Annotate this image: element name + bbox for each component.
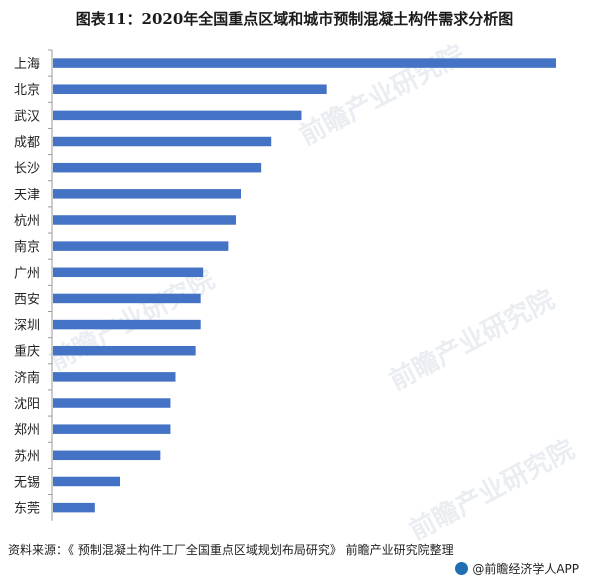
- bar: [53, 502, 95, 513]
- category-label: 成都: [14, 136, 40, 151]
- category-label: 无锡: [14, 475, 40, 490]
- bar: [53, 241, 229, 251]
- bar: [53, 58, 556, 68]
- bar: [53, 319, 201, 330]
- category-label: 沈阳: [14, 397, 40, 412]
- bar: [53, 136, 272, 147]
- brand-logo-icon: [455, 562, 469, 575]
- category-label: 深圳: [14, 319, 40, 334]
- bar-chart: 上海北京武汉成都长沙天津杭州南京广州西安深圳重庆济南沈阳郑州苏州无锡东莞: [0, 44, 589, 534]
- category-label: 南京: [14, 239, 40, 255]
- brand-text: @前瞻经济学人APP: [472, 562, 579, 576]
- category-label: 广州: [14, 266, 40, 281]
- bar: [53, 424, 171, 434]
- category-label: 东莞: [14, 502, 40, 517]
- brand-credit: @前瞻经济学人APP: [455, 560, 579, 577]
- category-label: 上海: [14, 57, 40, 72]
- bar: [53, 110, 302, 121]
- bar: [53, 450, 161, 461]
- bar: [53, 215, 236, 225]
- category-label: 北京: [14, 83, 40, 98]
- category-label: 郑州: [14, 423, 40, 438]
- category-label: 天津: [14, 188, 40, 203]
- bar: [53, 372, 176, 382]
- category-label: 长沙: [14, 162, 40, 177]
- bar: [53, 293, 201, 304]
- bar: [53, 267, 204, 278]
- bar: [53, 345, 196, 356]
- bar: [53, 84, 327, 94]
- bar: [53, 189, 241, 199]
- category-label: 杭州: [14, 214, 40, 229]
- category-label: 重庆: [14, 344, 40, 360]
- category-label: 西安: [14, 292, 40, 307]
- chart-title: 图表11：2020年全国重点区域和城市预制混凝土构件需求分析图: [75, 10, 514, 28]
- category-label: 济南: [14, 370, 40, 386]
- source-note: 资料来源：《 预制混凝土构件工厂全国重点区域规划布局研究》 前瞻产业研究院整理: [8, 543, 454, 557]
- bar: [53, 162, 262, 173]
- category-label: 苏州: [14, 448, 40, 464]
- category-label: 武汉: [14, 109, 40, 124]
- bar: [53, 476, 121, 487]
- bar: [53, 398, 171, 408]
